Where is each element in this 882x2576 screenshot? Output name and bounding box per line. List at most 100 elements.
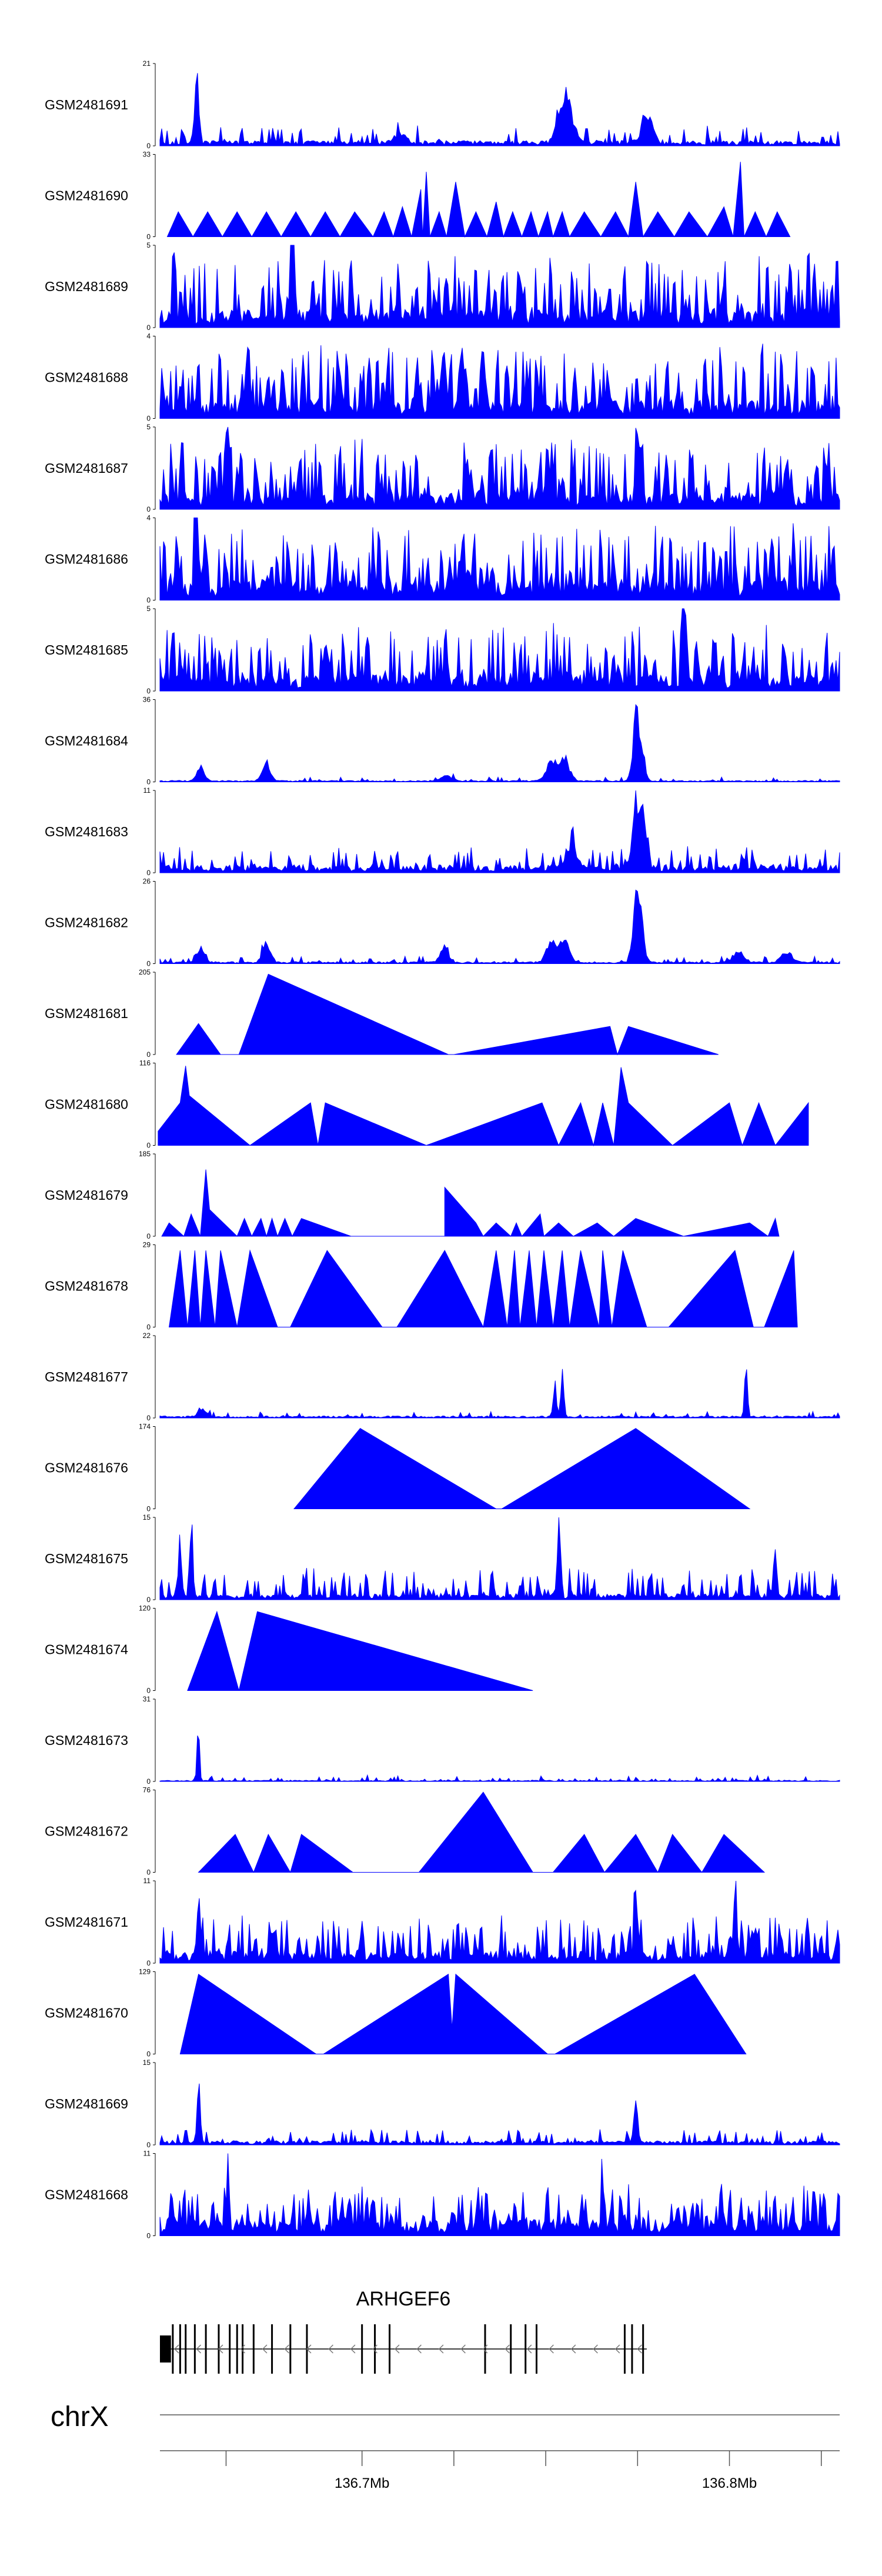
coverage-area [176,973,719,1056]
track-label: GSM2481669 [45,2096,128,2111]
track-label: GSM2481677 [45,1369,128,1384]
strand-arrow [350,2344,356,2354]
coverage-area [159,518,840,600]
coverage-area [179,1973,747,2054]
gene-exon [361,2324,363,2374]
y-axis-max-label: 185 [139,1150,151,1158]
y-axis-zero-label: 0 [146,1777,151,1786]
y-axis-max-label: 174 [139,1423,151,1431]
gene-exon [623,2324,626,2374]
y-axis-max-label: 11 [143,2150,151,2158]
strand-arrow [218,2344,223,2354]
track-GSM2481670: GSM2481670 129 0 [45,1968,747,2058]
track-label: GSM2481672 [45,1824,128,1839]
y-axis-zero-label: 0 [146,1868,151,1877]
coverage-tracks: GSM2481691210GSM2481690330GSM248168950GS… [45,59,840,2240]
coverage-area [159,343,840,419]
y-axis-zero-label: 0 [146,778,151,786]
gene-name-label: ARHGEF6 [356,2288,451,2310]
y-axis-max-label: 205 [139,968,151,976]
strand-arrow [372,2344,377,2354]
track-label: GSM2481675 [45,1551,128,1566]
track-GSM2481684: GSM2481684 36 0 [45,696,840,786]
gene-exon [252,2324,255,2374]
strand-arrow [570,2344,576,2354]
track-GSM2481690: GSM2481690 33 0 [45,151,791,241]
y-axis-max-label: 21 [143,59,151,68]
y-axis-max-label: 15 [143,1513,151,1521]
coverage-area [169,1249,798,1329]
strand-arrow [637,2344,642,2354]
gene-exon [524,2324,527,2374]
track-GSM2481681: GSM2481681 205 0 [45,968,719,1059]
track-GSM2481683: GSM2481683 11 0 [45,786,840,877]
track-GSM2481682: GSM2481682 26 0 [45,877,840,968]
gene-exon [179,2324,181,2374]
track-label: GSM2481689 [45,279,128,294]
strand-arrow [394,2344,400,2354]
track-label: GSM2481668 [45,2187,128,2203]
track-GSM2481691: GSM2481691 21 0 [45,59,840,150]
gene-exon [271,2324,273,2374]
track-label: GSM2481685 [45,642,128,658]
track-GSM2481679: GSM2481679 185 0 [45,1150,780,1240]
strand-arrow [526,2344,532,2354]
gene-exon [172,2324,174,2374]
y-axis-zero-label: 0 [146,1687,151,1695]
y-axis-zero-label: 0 [146,2050,151,2058]
coverage-area [198,1791,766,1873]
y-axis-max-label: 4 [146,332,151,341]
coverage-area [159,1880,840,1964]
coverage-area [159,790,840,873]
track-GSM2481674: GSM2481674 120 0 [45,1604,533,1695]
y-axis-max-label: 116 [139,1059,151,1067]
coverage-area [187,1610,533,1691]
y-axis-max-label: 36 [143,696,151,704]
coverage-area [159,2083,840,2145]
track-label: GSM2481681 [45,1006,128,1021]
strand-arrow [482,2344,488,2354]
track-label: GSM2481679 [45,1187,128,1203]
gene-exon [510,2324,512,2374]
y-axis-max-label: 26 [143,877,151,886]
track-GSM2481680: GSM2481680 116 0 [45,1059,809,1150]
y-axis-zero-label: 0 [146,1959,151,1967]
gene-exon [631,2324,633,2374]
coverage-area [159,704,840,783]
strand-arrow [196,2344,202,2354]
y-axis-zero-label: 0 [146,1596,151,1604]
y-axis-max-label: 129 [139,1968,151,1976]
track-GSM2481669: GSM2481669 15 0 [45,2058,840,2149]
track-GSM2481685: GSM2481685 5 0 [45,605,840,695]
track-label: GSM2481683 [45,824,128,839]
track-GSM2481686: GSM2481686 4 0 [45,514,840,605]
strand-arrow [328,2344,333,2354]
track-label: GSM2481670 [45,2006,128,2021]
gene-exon [229,2324,231,2374]
strand-arrow [438,2344,444,2354]
gene-exon [389,2324,391,2374]
gene-exon [185,2324,187,2374]
strand-arrow [505,2344,510,2354]
y-axis-zero-label: 0 [146,2232,151,2240]
coverage-area [159,245,840,328]
y-axis-max-label: 76 [143,1786,151,1794]
track-label: GSM2481680 [45,1097,128,1112]
track-label: GSM2481676 [45,1460,128,1476]
track-label: GSM2481674 [45,1642,128,1657]
strand-arrow [460,2344,466,2354]
y-axis-zero-label: 0 [146,142,151,150]
y-axis-zero-label: 0 [146,1505,151,1513]
coverage-area [166,162,791,238]
track-label: GSM2481688 [45,370,128,385]
track-label: GSM2481673 [45,1733,128,1748]
y-axis-max-label: 4 [146,514,151,522]
y-axis-zero-label: 0 [146,1050,151,1059]
track-GSM2481677: GSM2481677 22 0 [45,1332,840,1422]
strand-arrow [614,2344,620,2354]
track-GSM2481671: GSM2481671 11 0 [45,1877,840,1967]
y-axis-max-label: 22 [143,1332,151,1340]
track-label: GSM2481684 [45,733,128,749]
y-axis-max-label: 11 [143,1877,151,1885]
